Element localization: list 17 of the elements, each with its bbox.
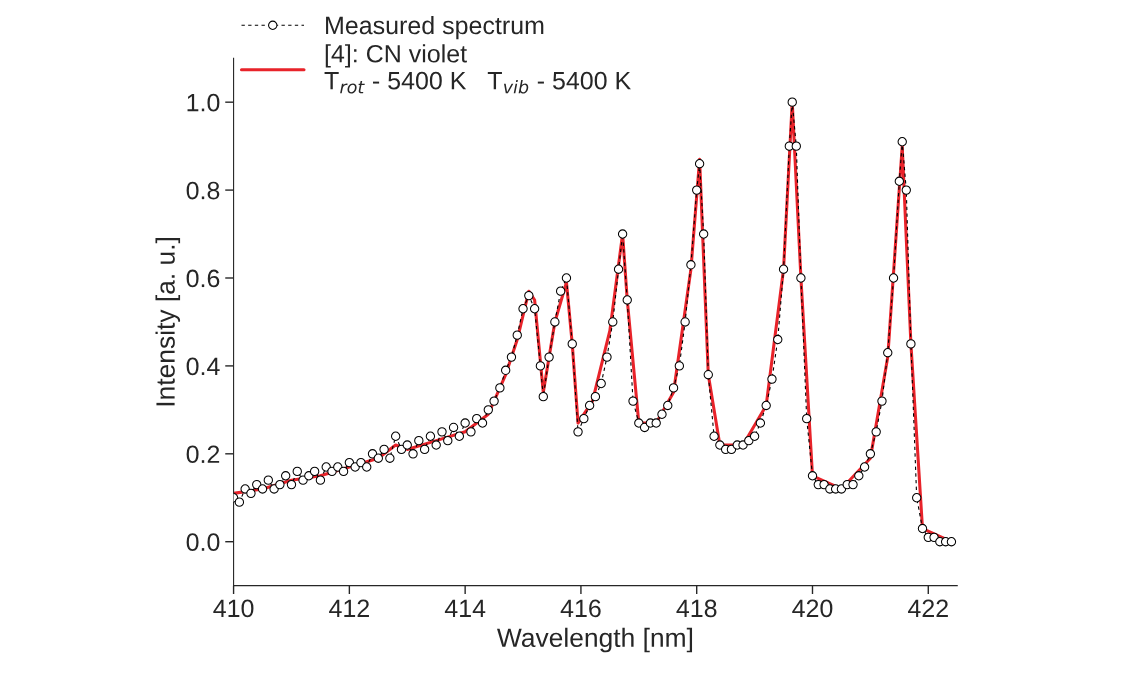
x-axis-title: Wavelength [nm]: [497, 627, 693, 653]
y-tick-label: 0.8: [186, 181, 220, 200]
y-tick-label: 0.2: [186, 445, 220, 464]
y-tick-label: 0.4: [186, 357, 220, 376]
x-tick-label: 422: [908, 599, 948, 617]
x-tick-label: 418: [676, 599, 717, 618]
y-tick-label: 1.0: [187, 93, 220, 112]
x-tick-label: 412: [329, 599, 369, 617]
x-tick-label: 410: [213, 599, 254, 618]
y-axis-title: Intensity [a. u.]: [155, 238, 181, 406]
x-tick-label: 416: [560, 599, 601, 618]
legend-label: Measured spectrum: [326, 15, 544, 40]
y-tick-label: 0.0: [186, 533, 220, 552]
legend-label: [4]: CN violet T$_{rot}$ - 5400 K T$_{vib}$ - 5400 K: [324, 44, 631, 94]
x-tick-label: 420: [792, 599, 833, 618]
y-tick-label: 0.6: [186, 269, 220, 288]
x-tick-label: 414: [444, 599, 486, 617]
